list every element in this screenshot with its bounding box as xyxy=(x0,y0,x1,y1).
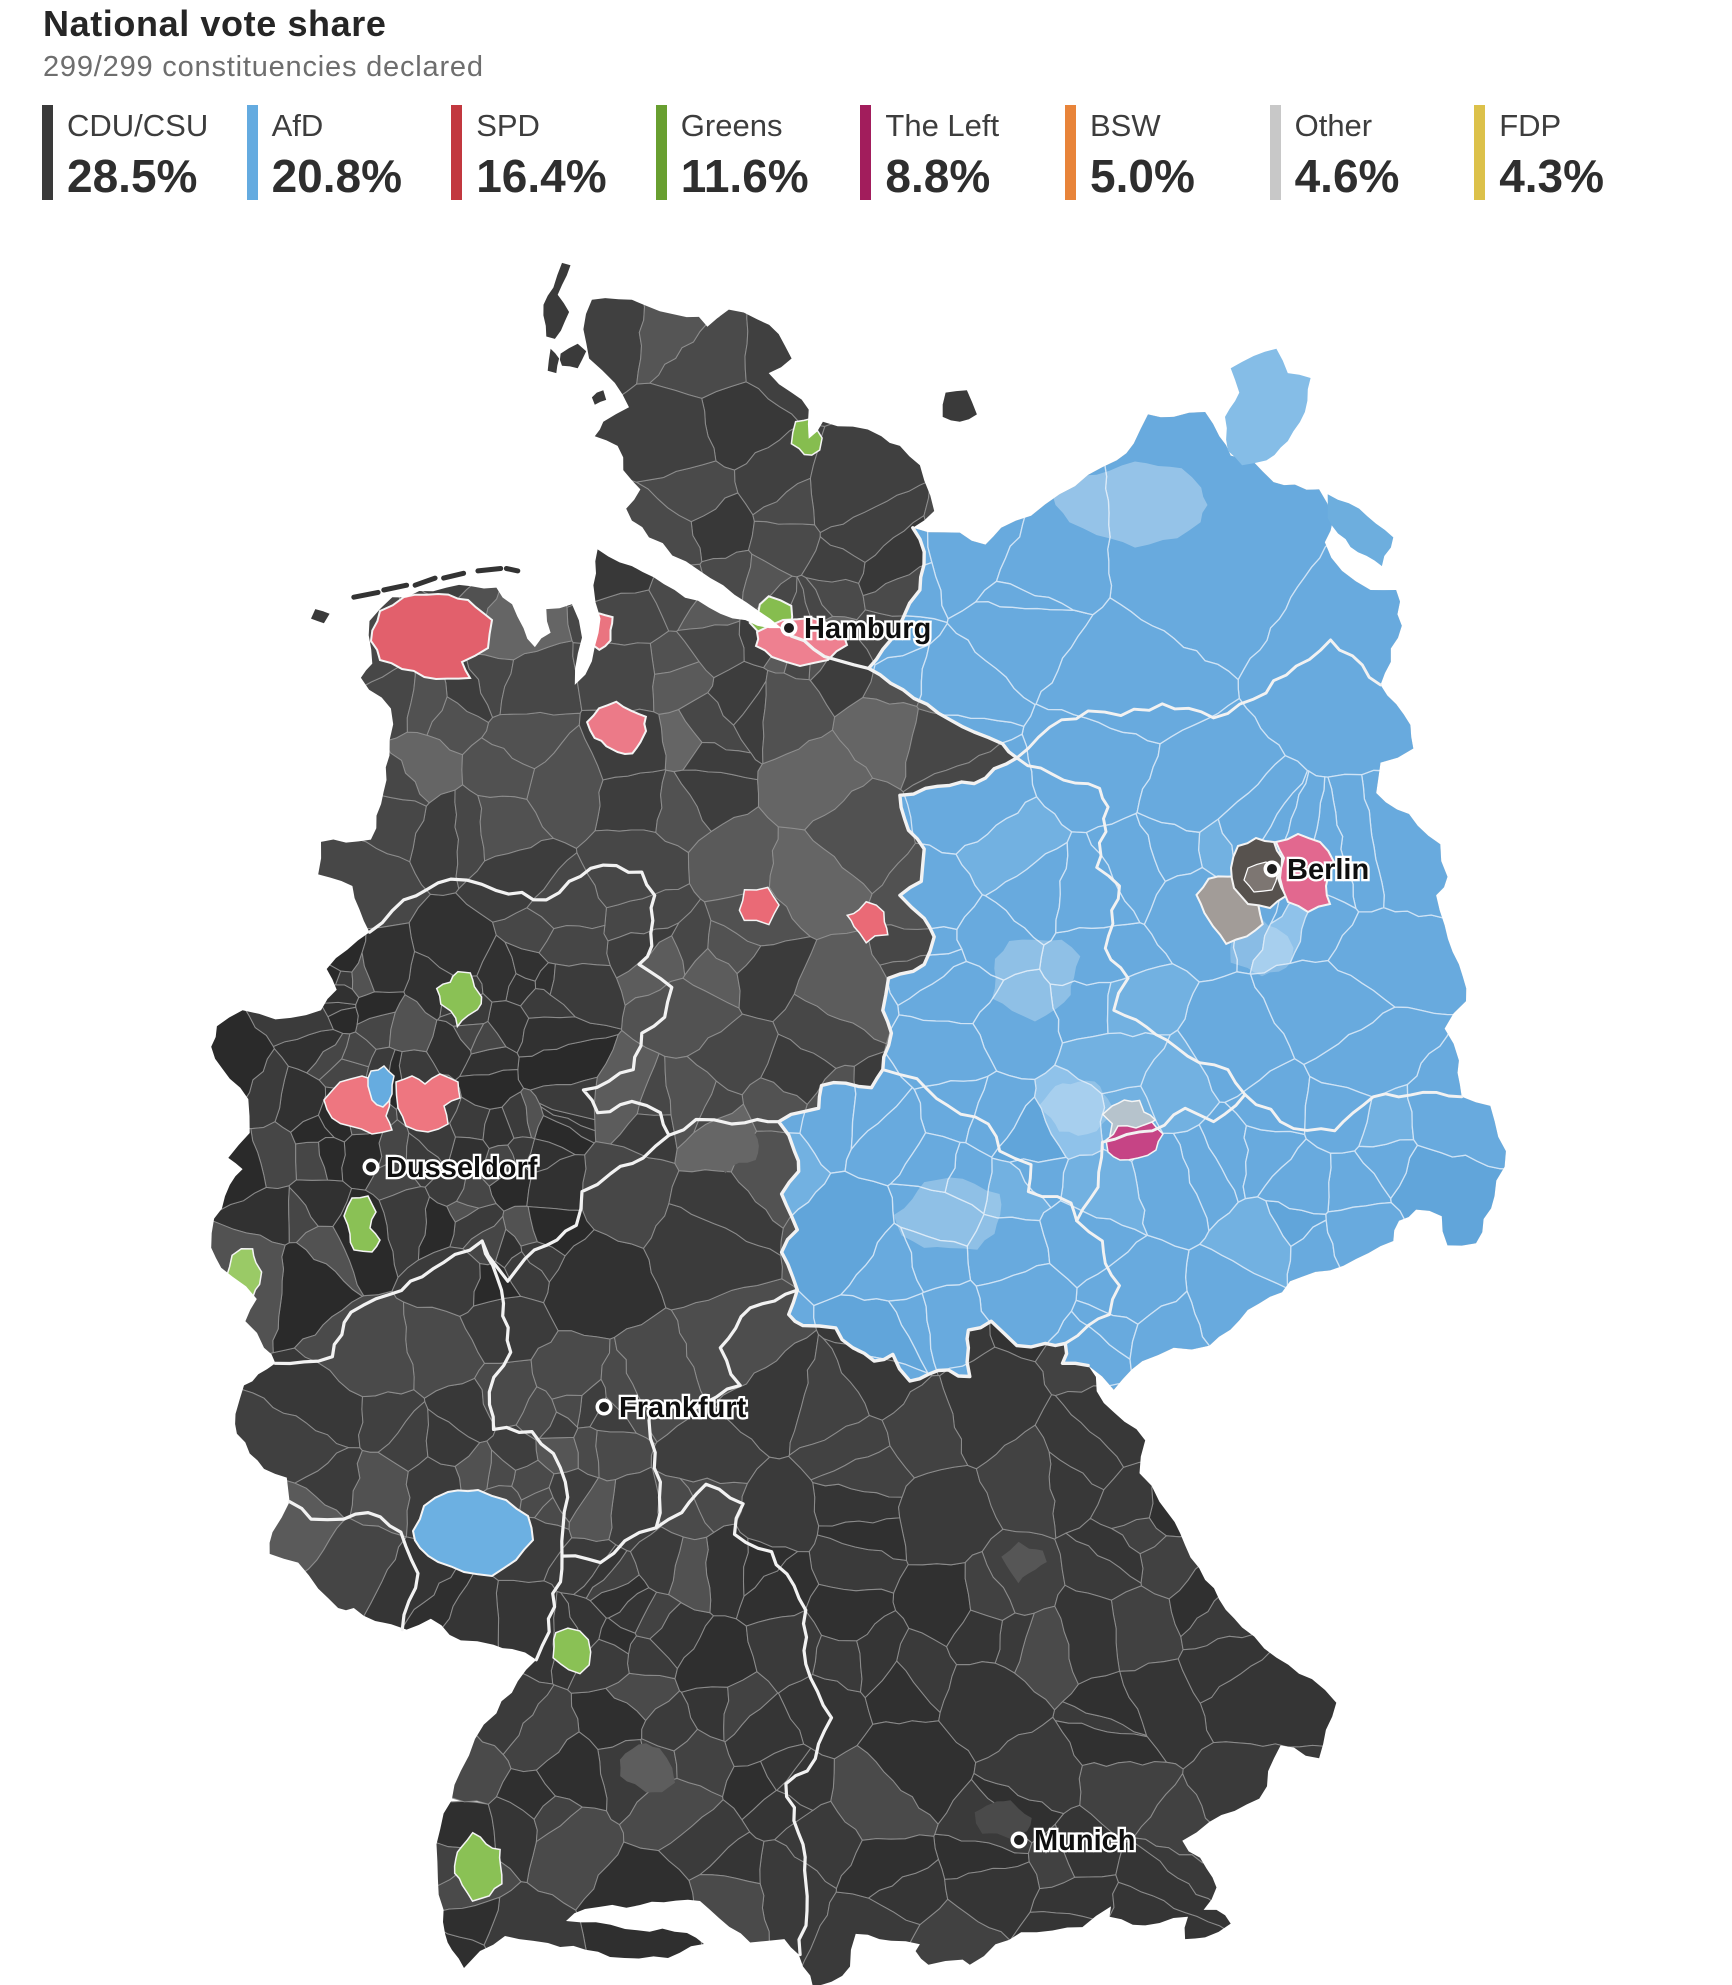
svg-text:Dusseldorf: Dusseldorf xyxy=(386,1152,538,1184)
svg-text:Munich: Munich xyxy=(1034,1825,1136,1857)
svg-text:Berlin: Berlin xyxy=(1287,854,1369,886)
svg-text:Hamburg: Hamburg xyxy=(804,613,931,645)
svg-text:Frankfurt: Frankfurt xyxy=(619,1392,747,1424)
